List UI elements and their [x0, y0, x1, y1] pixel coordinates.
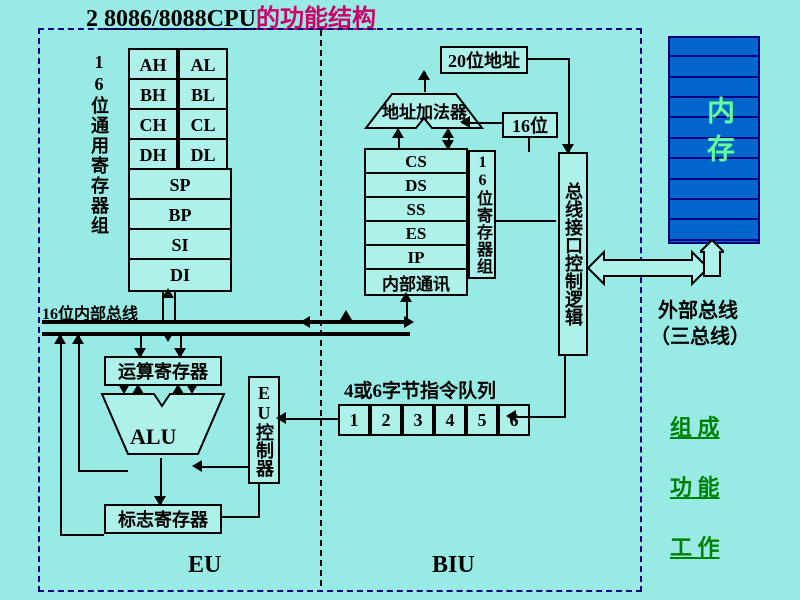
- eu-label: EU: [188, 552, 221, 579]
- bus-ctrl-box: 总线接口控制逻辑: [558, 152, 588, 356]
- mem-down-arrow: [700, 240, 724, 288]
- ext-bus-arrow: [588, 248, 768, 288]
- seg-regs-label: 16位寄存器组: [468, 150, 496, 279]
- addr20-box: 20位地址: [440, 46, 528, 74]
- biu-label: BIU: [432, 552, 475, 579]
- alu-label: ALU: [130, 424, 176, 450]
- instruction-queue: 123456: [338, 404, 530, 436]
- op-reg-box: 运算寄存器: [104, 356, 222, 386]
- memory-label: 内存: [698, 96, 738, 172]
- bit16-box: 16位: [502, 112, 558, 138]
- ext-bus-label: 外部总线: [658, 294, 738, 323]
- link-work[interactable]: 工 作: [670, 530, 720, 562]
- link-composition[interactable]: 组 成: [670, 410, 720, 442]
- flag-reg-box: 标志寄存器: [104, 504, 222, 534]
- eu-regs-label: 16位通用寄存器组: [88, 52, 110, 236]
- queue-label: 4或6字节指令队列: [344, 376, 496, 403]
- addr-adder-label: 地址加法器: [382, 98, 467, 123]
- eu-biu-divider: [320, 30, 322, 586]
- link-function[interactable]: 功 能: [670, 470, 720, 502]
- ext-bus-label2: （三总线）: [650, 320, 750, 349]
- eu-ctrl-box: EU控制器: [248, 376, 280, 484]
